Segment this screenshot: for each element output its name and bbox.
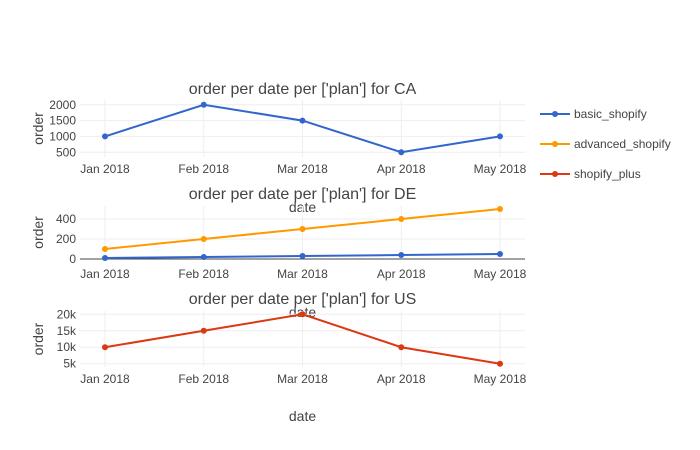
data-point-advanced_shopify[interactable]: [200, 236, 207, 242]
data-point-basic_shopify[interactable]: [102, 255, 108, 261]
y-axis-label: order: [30, 216, 46, 249]
x-tick-label: Jan 2018: [80, 162, 130, 176]
subplot-title: order per date per ['plan'] for CA: [189, 81, 417, 98]
data-point-basic_shopify[interactable]: [200, 101, 207, 108]
x-tick-label: Feb 2018: [178, 162, 229, 176]
x-tick-label: May 2018: [474, 162, 527, 176]
x-tick-label: Mar 2018: [277, 267, 328, 281]
y-tick-label: 0: [69, 252, 76, 266]
data-point-basic_shopify[interactable]: [497, 251, 503, 257]
legend-swatch-marker[interactable]: [552, 111, 558, 117]
data-point-basic_shopify[interactable]: [299, 253, 306, 259]
y-tick-label: 400: [56, 212, 76, 226]
subplot-title: order per date per ['plan'] for US: [189, 291, 417, 308]
data-point-basic_shopify[interactable]: [398, 149, 405, 156]
x-tick-label: Apr 2018: [377, 162, 426, 176]
data-point-shopify_plus[interactable]: [200, 327, 207, 334]
data-point-basic_shopify[interactable]: [200, 254, 207, 260]
legend-label-basic_shopify[interactable]: basic_shopify: [574, 107, 647, 121]
subplot-title: order per date per ['plan'] for DE: [189, 186, 417, 203]
y-tick-label: 10k: [57, 340, 77, 354]
data-point-basic_shopify[interactable]: [398, 252, 405, 258]
x-axis-label: date: [289, 408, 316, 424]
y-tick-label: 200: [56, 232, 76, 246]
x-tick-label: Jan 2018: [80, 267, 130, 281]
y-tick-label: 1500: [49, 114, 76, 128]
data-point-advanced_shopify[interactable]: [299, 226, 306, 232]
y-axis-label: order: [30, 112, 46, 145]
y-tick-label: 20k: [57, 307, 77, 321]
data-point-advanced_shopify[interactable]: [102, 246, 108, 252]
x-tick-label: Apr 2018: [377, 372, 426, 386]
data-point-shopify_plus[interactable]: [299, 311, 306, 318]
data-point-advanced_shopify[interactable]: [398, 216, 405, 222]
legend-swatch-marker[interactable]: [552, 171, 558, 177]
legend-label-advanced_shopify[interactable]: advanced_shopify: [574, 137, 671, 151]
legend-swatch-marker[interactable]: [552, 141, 558, 147]
x-tick-label: Jan 2018: [80, 372, 130, 386]
x-tick-label: Mar 2018: [277, 372, 328, 386]
y-tick-label: 1000: [49, 129, 76, 143]
x-tick-label: May 2018: [474, 372, 527, 386]
data-point-shopify_plus[interactable]: [398, 344, 405, 351]
x-tick-label: Mar 2018: [277, 162, 328, 176]
x-tick-label: May 2018: [474, 267, 527, 281]
y-axis-label: order: [30, 322, 46, 355]
x-tick-label: Feb 2018: [178, 372, 229, 386]
data-point-basic_shopify[interactable]: [497, 133, 503, 140]
y-tick-label: 2000: [49, 98, 76, 112]
data-point-advanced_shopify[interactable]: [497, 206, 503, 212]
data-point-basic_shopify[interactable]: [299, 117, 306, 124]
x-tick-label: Apr 2018: [377, 267, 426, 281]
data-point-basic_shopify[interactable]: [102, 133, 108, 140]
y-tick-label: 15k: [57, 324, 77, 338]
data-point-shopify_plus[interactable]: [102, 344, 108, 351]
data-point-shopify_plus[interactable]: [497, 360, 503, 367]
x-tick-label: Feb 2018: [178, 267, 229, 281]
legend-label-shopify_plus[interactable]: shopify_plus: [574, 167, 641, 181]
y-tick-label: 5k: [63, 357, 77, 371]
y-tick-label: 500: [56, 145, 76, 159]
